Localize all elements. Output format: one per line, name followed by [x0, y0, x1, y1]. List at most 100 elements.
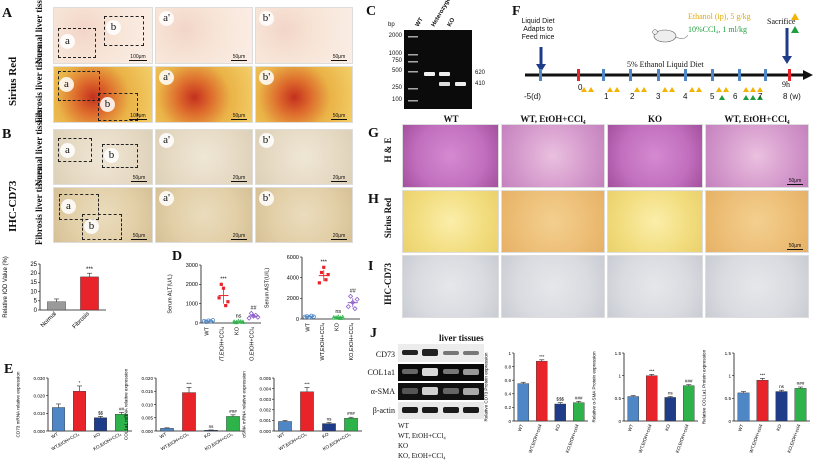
- bar: [664, 397, 676, 422]
- bar: [93, 417, 107, 432]
- bar: [344, 418, 358, 432]
- chart-asma-mrna: 0.000 0.001 0.002 0.003 0.004 0.005 αSMA mRNA …: [242, 371, 362, 452]
- y-tick-label: 0.001: [260, 418, 272, 423]
- tick-3: 3: [656, 92, 661, 101]
- data-point: [250, 313, 257, 319]
- y-tick-label: 5: [34, 299, 38, 305]
- western-blot: [398, 344, 484, 419]
- tick-8: 8 (w): [783, 92, 801, 101]
- bar: [278, 421, 292, 432]
- gel-lane-labels: WT Heterozygous KO: [415, 0, 478, 30]
- x-tick-label: KO,EtOH+ccl4: [786, 423, 801, 453]
- x-tick-label: KO: [554, 423, 561, 431]
- y-tick-label: 0.020: [34, 393, 46, 398]
- significance-label: ns: [327, 417, 333, 422]
- nine-hours-label: 9h: [782, 80, 790, 89]
- y-tick-label: 1: [618, 373, 621, 378]
- x-tick-label: KO: [235, 326, 241, 335]
- data-point: [317, 281, 321, 285]
- bar: [756, 380, 769, 422]
- data-point: [206, 318, 211, 323]
- wb-row-asma: α-SMA: [370, 387, 395, 396]
- y-tick-label: 0.010: [34, 411, 46, 416]
- fibrosis-liver-label: Fibrosis liver tissues: [34, 167, 44, 245]
- x-tick-label: KO: [334, 322, 340, 331]
- chart-alt: 0 1000 2000 3000 Serum ALT(U/L) WT WT,EtOH+CCl…: [168, 263, 261, 361]
- adapt-arrow: [536, 47, 546, 72]
- y-tick-label: 0.2: [505, 405, 512, 410]
- data-point: [248, 310, 254, 316]
- ccl4-legend-icon: [791, 26, 799, 33]
- scale-bar: 50μm: [329, 113, 349, 120]
- data-point: [224, 304, 228, 308]
- wb-lane-ko: KO: [398, 442, 409, 450]
- bar: [47, 301, 66, 311]
- significance-label: $$: [98, 410, 104, 415]
- chart-iod: 0 5 10 15 20 25 Relative IOD Value (%) Normal Fi…: [3, 256, 106, 330]
- y-tick-label: 0.010: [142, 402, 154, 407]
- bar: [52, 407, 66, 432]
- significance-label: ###: [797, 381, 805, 386]
- significance-label: ##: [350, 288, 357, 294]
- ethanol-legend-icon: [791, 13, 799, 20]
- he-wt-etoh: [501, 124, 605, 188]
- y-axis-label: Relative α-SMA Protein expression: [592, 351, 597, 423]
- y-tick-label: 0: [296, 317, 299, 323]
- tick-4: 4: [683, 92, 688, 101]
- y-tick-label: 0: [508, 419, 511, 424]
- data-point: [240, 319, 246, 324]
- sirius-wt-etoh: [501, 190, 605, 253]
- region-a-box: [58, 138, 92, 162]
- chart-ast: 0 2000 4000 6000 Serum AST(U/L) WT WT,EtOH+CCl…: [265, 255, 360, 361]
- significance-label: ***: [649, 368, 655, 373]
- y-axis-label: Serum ALT(U/L): [168, 274, 174, 313]
- wb-lane-wt-etoh: WT, EtOH+CCl₄: [398, 432, 446, 440]
- panel-label-i: I: [368, 259, 374, 274]
- y-tick-label: 0.5: [615, 396, 622, 401]
- scale-bar: 20μm: [229, 233, 249, 240]
- sub-label: b: [104, 148, 119, 163]
- bar: [322, 423, 336, 432]
- x-tick-label: KO,EtOH+ccl4: [565, 423, 580, 453]
- x-tick-label: WT: [517, 423, 524, 432]
- bp-label: bp: [388, 22, 395, 28]
- sirius-normal-zoom-b: b' 50μm: [255, 7, 353, 64]
- y-tick-label: 0.6: [505, 378, 512, 383]
- scale-bar: 50μm: [785, 178, 805, 185]
- region-a-box: [59, 194, 99, 220]
- timeline-ticks: [539, 69, 791, 81]
- y-axis-label: Relative COL1a1 Protein expression: [702, 349, 707, 424]
- sub-label: b: [84, 219, 99, 234]
- y-tick-label: 10: [30, 289, 37, 295]
- ladder-100: 100: [391, 97, 402, 103]
- bar: [794, 388, 807, 422]
- bar: [646, 375, 658, 422]
- bar: [73, 391, 87, 432]
- sub-label: b': [259, 133, 274, 148]
- timeline-arrowhead: [803, 70, 813, 80]
- region-b-box: [82, 214, 122, 240]
- data-point: [319, 270, 324, 275]
- het-band-620: [439, 72, 450, 76]
- scale-bar: 50μm: [329, 54, 349, 61]
- sirius-ko-etoh: 50μm: [705, 190, 809, 253]
- y-tick-label: 0.000: [260, 429, 272, 434]
- y-tick-label: 25: [30, 262, 37, 268]
- ko-band-410: [455, 82, 466, 86]
- panel-label-h: H: [368, 192, 379, 207]
- x-tick-label: WT: [50, 431, 59, 439]
- tick-0: 0: [578, 83, 583, 92]
- band-410-label: 410: [475, 81, 486, 87]
- bar: [204, 430, 218, 432]
- tick-7: 7: [758, 92, 763, 101]
- mouse-icon: [652, 29, 689, 43]
- scale-bar: 20μm: [329, 233, 349, 240]
- ccl4-legend: 10%CCl₄, 1 ml/kg: [688, 25, 748, 34]
- bar: [627, 396, 640, 422]
- x-tick-label: KO,EtOH+ccl4: [675, 423, 690, 453]
- x-tick-label: KO,EtOH+CCl₄: [349, 322, 355, 360]
- column-ko-etoh: WT, EtOH+CCl₄: [724, 114, 790, 124]
- significance-label: ***: [186, 381, 192, 386]
- tick-2: 2: [630, 92, 635, 101]
- data-point: [350, 299, 356, 306]
